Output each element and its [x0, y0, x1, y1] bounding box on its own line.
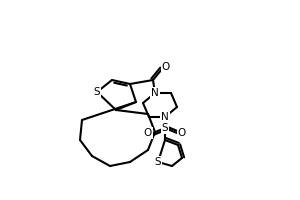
Text: N: N: [151, 88, 159, 98]
Text: N: N: [161, 112, 169, 122]
Text: S: S: [94, 87, 100, 97]
Text: O: O: [144, 128, 152, 138]
Text: S: S: [155, 157, 161, 167]
Text: O: O: [178, 128, 186, 138]
Text: O: O: [162, 62, 170, 72]
Text: S: S: [162, 123, 168, 133]
